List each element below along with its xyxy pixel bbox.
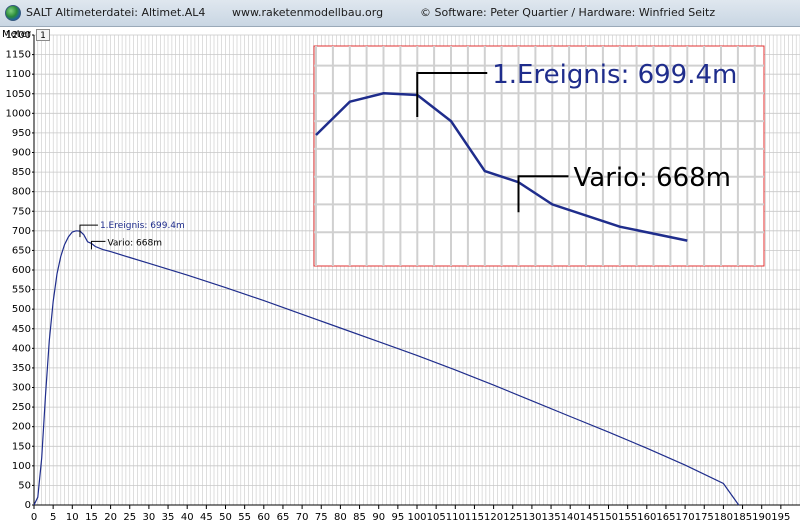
y-tick-label: 150 <box>12 441 31 452</box>
zoom-annotation-label-2: Vario: 668m <box>574 163 732 193</box>
x-tick-label: 140 <box>561 512 580 523</box>
x-tick-label: 155 <box>618 512 637 523</box>
x-tick-label: 185 <box>733 512 752 523</box>
x-tick-label: 130 <box>522 512 541 523</box>
x-tick-label: 5 <box>50 512 56 523</box>
y-tick-label: 800 <box>12 187 31 198</box>
x-tick-label: 135 <box>542 512 561 523</box>
y-tick-label: 350 <box>12 363 31 374</box>
x-tick-label: 165 <box>656 512 675 523</box>
x-tick-label: 60 <box>257 512 270 523</box>
y-tick-label: 1150 <box>6 50 31 61</box>
x-tick-label: 50 <box>219 512 232 523</box>
y-tick-label: 50 <box>18 480 31 491</box>
y-tick-label: 950 <box>12 128 31 139</box>
y-tick-label: 600 <box>12 265 31 276</box>
y-tick-label: 850 <box>12 167 31 178</box>
y-tick-label: 300 <box>12 383 31 394</box>
x-tick-label: 190 <box>752 512 771 523</box>
x-tick-label: 110 <box>446 512 465 523</box>
x-tick-label: 120 <box>484 512 503 523</box>
y-tick-label: 500 <box>12 304 31 315</box>
x-tick-label: 80 <box>334 512 347 523</box>
x-tick-label: 175 <box>695 512 714 523</box>
y-tick-label: 0 <box>25 500 31 511</box>
x-tick-label: 65 <box>277 512 290 523</box>
x-tick-label: 105 <box>427 512 446 523</box>
x-tick-label: 0 <box>31 512 37 523</box>
x-tick-label: 55 <box>238 512 251 523</box>
zoom-inset: 1.Ereignis: 699.4m Vario: 668m <box>313 45 765 267</box>
y-tick-label: 450 <box>12 324 31 335</box>
y-tick-label: 1000 <box>6 108 31 119</box>
x-tick-label: 170 <box>676 512 695 523</box>
annotation-label-2: Vario: 668m <box>107 238 162 248</box>
y-axis-label: Meter <box>2 29 32 40</box>
y-tick-label: 1100 <box>6 69 31 80</box>
annotation-leader-1 <box>79 224 98 238</box>
x-tick-label: 90 <box>372 512 385 523</box>
x-tick-label: 160 <box>637 512 656 523</box>
y-tick-label: 650 <box>12 245 31 256</box>
x-tick-label: 145 <box>580 512 599 523</box>
y-tick-label: 750 <box>12 206 31 217</box>
zoom-annotation-label-1: 1.Ereignis: 699.4m <box>492 60 737 90</box>
axis-scale-button[interactable]: 1 <box>36 29 50 41</box>
altitude-chart: 0501001502002503003504004505005506006507… <box>2 29 800 523</box>
x-tick-label: 125 <box>503 512 522 523</box>
x-tick-label: 75 <box>315 512 328 523</box>
x-tick-label: 70 <box>296 512 309 523</box>
y-tick-label: 250 <box>12 402 31 413</box>
x-tick-label: 85 <box>353 512 366 523</box>
x-tick-label: 35 <box>162 512 175 523</box>
y-tick-label: 900 <box>12 148 31 159</box>
zoom-annotation-leader-2 <box>517 175 569 213</box>
x-tick-label: 45 <box>200 512 213 523</box>
zoom-grid-vertical <box>315 46 756 266</box>
annotation-label-1: 1.Ereignis: 699.4m <box>100 221 185 231</box>
window-title: SALT Altimeterdatei: Altimet.AL4 <box>26 6 206 19</box>
credits-text: © Software: Peter Quartier / Hardware: W… <box>420 6 716 19</box>
x-tick-label: 30 <box>143 512 156 523</box>
x-tick-label: 20 <box>104 512 117 523</box>
y-tick-label: 1050 <box>6 89 31 100</box>
website-link: www.raketenmodellbau.org <box>232 6 384 19</box>
y-tick-label: 200 <box>12 422 31 433</box>
y-tick-label: 1200 <box>6 30 31 41</box>
title-bar: SALT Altimeterdatei: Altimet.AL4 www.rak… <box>0 0 800 27</box>
zoom-inset-frame <box>313 45 765 267</box>
x-tick-label: 180 <box>714 512 733 523</box>
x-tick-label: 95 <box>391 512 404 523</box>
zoom-series-line <box>315 92 688 242</box>
x-tick-label: 100 <box>407 512 426 523</box>
annotation-leader-2 <box>90 240 106 250</box>
x-tick-label: 15 <box>85 512 98 523</box>
globe-icon[interactable] <box>5 5 21 21</box>
x-tick-label: 40 <box>181 512 194 523</box>
y-tick-label: 550 <box>12 285 31 296</box>
x-tick-label: 10 <box>66 512 79 523</box>
altitude-series-line <box>33 230 740 506</box>
x-tick-label: 150 <box>599 512 618 523</box>
y-tick-label: 100 <box>12 461 31 472</box>
x-tick-label: 25 <box>123 512 136 523</box>
x-tick-label: 115 <box>465 512 484 523</box>
y-tick-label: 700 <box>12 226 31 237</box>
y-tick-label: 400 <box>12 343 31 354</box>
x-tick-label: 195 <box>771 512 790 523</box>
zoom-annotation-leader-1 <box>416 72 488 117</box>
